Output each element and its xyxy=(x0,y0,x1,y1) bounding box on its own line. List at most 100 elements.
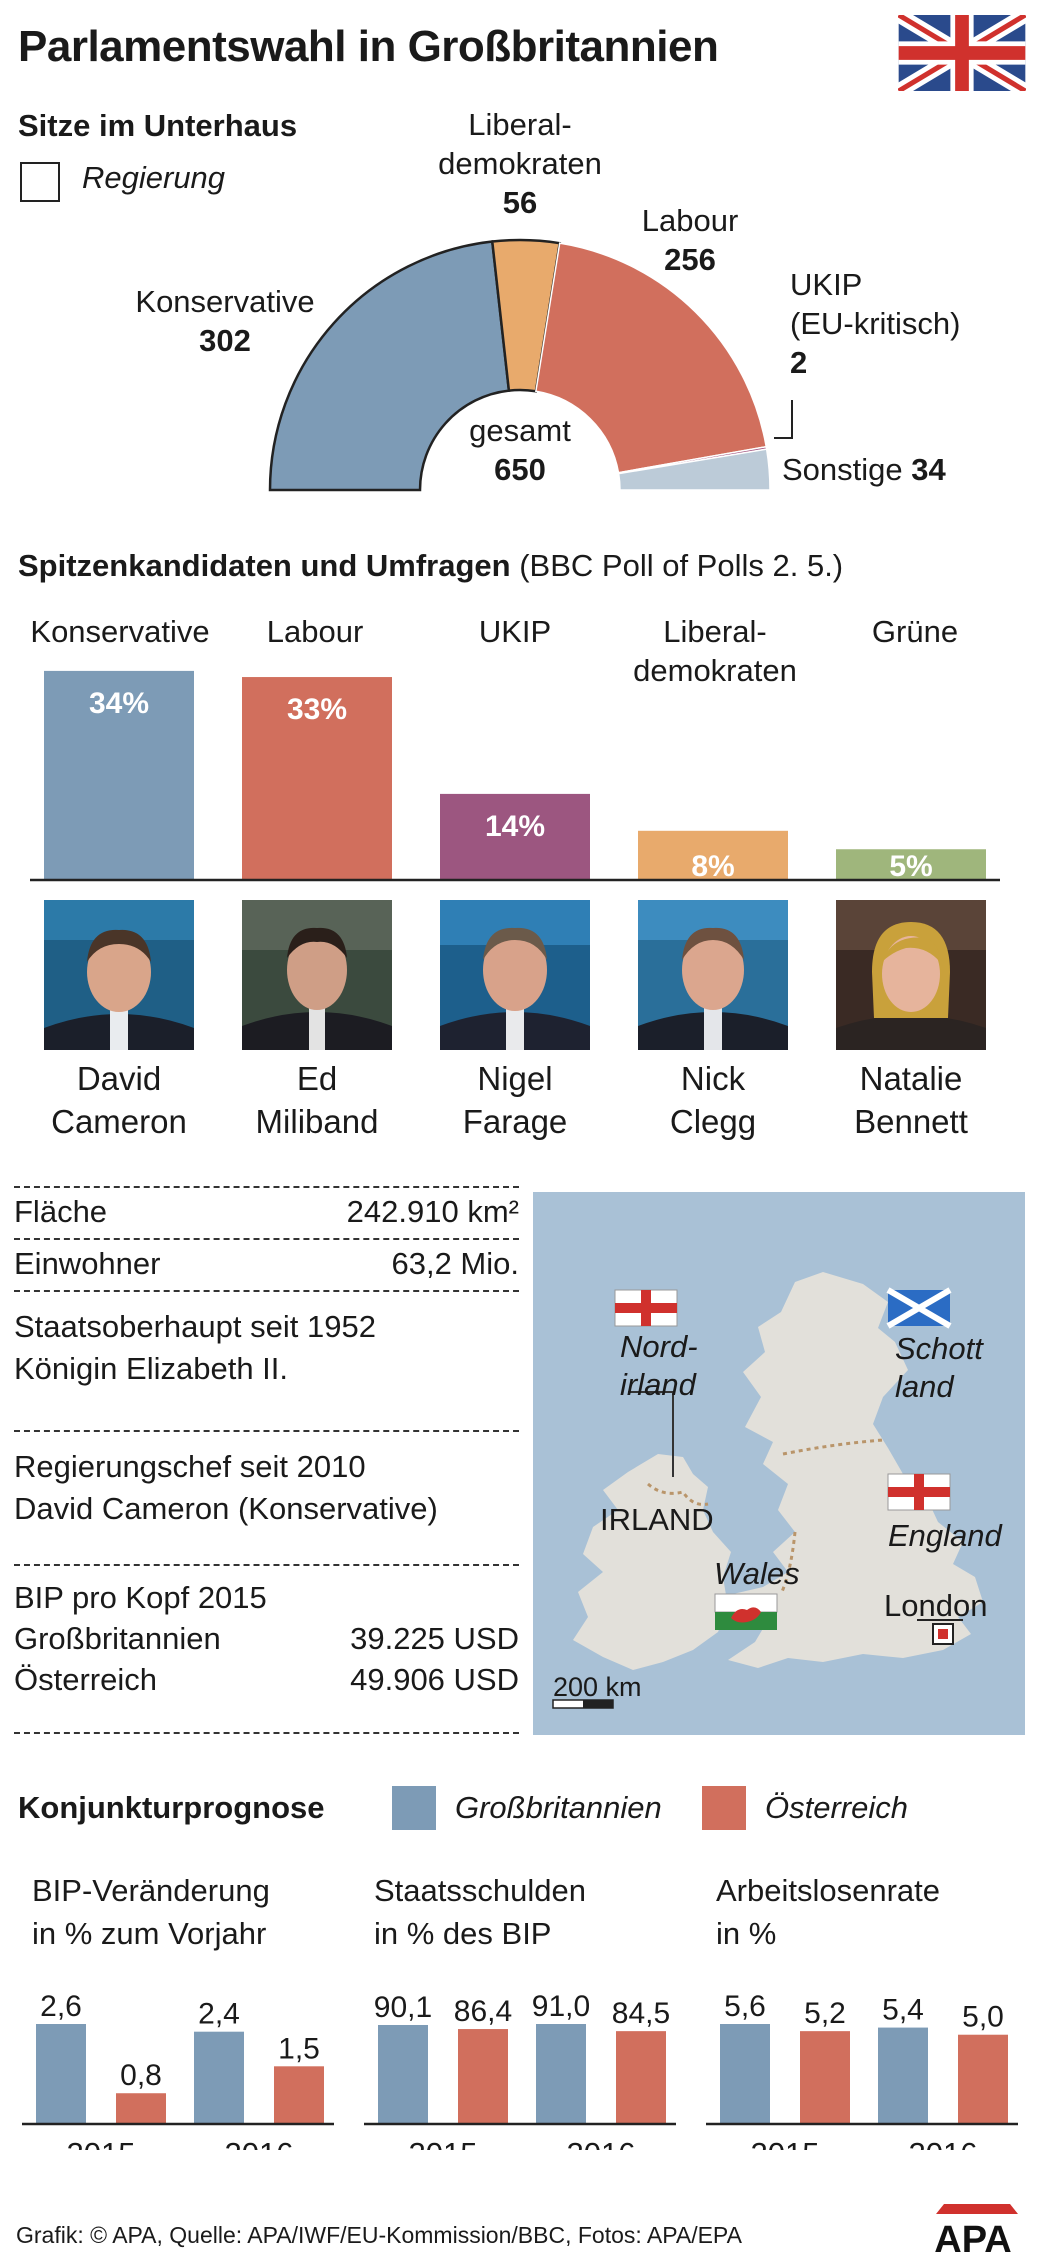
svg-text:APA: APA xyxy=(934,2219,1011,2258)
economy-year-label: 2016 xyxy=(909,2136,978,2150)
map-label-schottland: Schott land xyxy=(895,1331,983,1404)
economy-year-label: 2015 xyxy=(409,2136,478,2150)
unemployment-chart-title: Arbeitslosenrate in % xyxy=(716,1873,941,1951)
ukip-leader-line xyxy=(774,400,793,439)
economy-bar-value: 86,4 xyxy=(454,1995,512,2028)
candidate-name-miliband: Ed Miliband xyxy=(255,1060,379,1140)
economy-year-label: 2016 xyxy=(225,2136,294,2150)
map-label-wales: Wales xyxy=(714,1556,800,1591)
seats-total: gesamt 650 xyxy=(469,413,571,487)
poll-party-konservative: Konservative xyxy=(30,614,210,649)
debt-chart-title: Staatsschulden in % des BIP xyxy=(374,1873,586,1951)
legend-swatch-at xyxy=(702,1786,746,1830)
poll-bar-label: 33% xyxy=(287,693,347,726)
economy-year-label: 2015 xyxy=(67,2136,136,2150)
map-label-london: London xyxy=(884,1588,988,1623)
poll-bar-label: 8% xyxy=(691,850,734,883)
poll-party-ukip: UKIP xyxy=(478,614,552,649)
economy-bar-value: 2,4 xyxy=(198,1998,240,2031)
poll-bar-label: 14% xyxy=(485,810,545,843)
label-konservative: Konservative 302 xyxy=(135,284,315,358)
economy-heading: Konjunkturprognose xyxy=(18,1790,325,1825)
footer-credit: Grafik: © APA, Quelle: APA/IWF/EU-Kommis… xyxy=(16,2222,742,2248)
polls-heading: Spitzenkandidaten und Umfragen (BBC Poll… xyxy=(18,548,844,583)
northern-ireland-flag-icon xyxy=(614,1289,678,1327)
fact-head-of-government: Regierungschef seit 2010 David Cameron (K… xyxy=(14,1449,438,1526)
economy-bar-value: 5,4 xyxy=(882,1994,924,2027)
poll-bar-label: 34% xyxy=(89,687,149,720)
arc-sonstige xyxy=(617,448,771,491)
legend-label-uk: Großbritannien xyxy=(455,1790,662,1825)
photo-natalie-bennett xyxy=(836,900,986,1050)
poll-bar-grüne xyxy=(836,849,986,880)
fact-gdp-per-capita: BIP pro Kopf 2015 Großbritannien 39.225 U… xyxy=(14,1580,519,1697)
economy-year-label: 2015 xyxy=(751,2136,820,2150)
photo-nigel-farage xyxy=(440,900,590,1050)
page-title: Parlamentswahl in Großbritannien xyxy=(18,22,719,71)
economy-bar-value: 91,0 xyxy=(532,1990,590,2023)
economy-chart-2: 5,6 5,2 2015 5,4 5,0 2016 xyxy=(706,1990,1018,2150)
legend-label-at: Österreich xyxy=(765,1790,908,1825)
economy-bar-at xyxy=(116,2093,166,2124)
economy-chart-1: 90,1 86,4 2015 91,0 84,5 2016 xyxy=(364,1990,676,2150)
fact-head-of-state: Staatsoberhaupt seit 1952 Königin Elizabe… xyxy=(14,1309,376,1386)
economy-bar-at xyxy=(958,2034,1008,2124)
economy-bar-value: 5,2 xyxy=(804,1997,846,2030)
gdp-change-chart-title: BIP-Veränderung in % zum Vorjahr xyxy=(32,1873,270,1951)
arc-konservative xyxy=(268,240,511,492)
economy-bar-value: 0,8 xyxy=(120,2059,162,2092)
poll-party-gruene: Grüne xyxy=(871,614,959,649)
wales-flag-icon xyxy=(714,1593,778,1630)
map-label-irland: IRLAND xyxy=(600,1502,714,1537)
map-scale-label: 200 km xyxy=(553,1672,642,1702)
candidate-name-farage: Nigel Farage xyxy=(462,1060,568,1140)
map-ireland xyxy=(573,1454,731,1670)
poll-bar-label: 5% xyxy=(889,850,932,883)
economy-bar-uk xyxy=(194,2031,244,2124)
fact-area: Fläche 242.910 km² xyxy=(14,1194,519,1229)
economy-bar-uk xyxy=(878,2027,928,2124)
fact-population: Einwohner 63,2 Mio. xyxy=(14,1246,519,1281)
arc-labour xyxy=(535,242,768,474)
poll-party-liberaldemokraten: Liberal-demokraten xyxy=(633,614,797,688)
photo-ed-miliband xyxy=(242,900,392,1050)
economy-bar-uk xyxy=(378,2024,428,2124)
seats-heading: Sitze im Unterhaus xyxy=(18,108,298,143)
economy-bar-at xyxy=(616,2031,666,2124)
poll-bar-konservative xyxy=(44,670,194,880)
economy-bar-uk xyxy=(720,2024,770,2124)
candidate-name-bennett: Natalie Bennett xyxy=(854,1060,968,1140)
photo-david-cameron xyxy=(44,900,194,1050)
economy-chart-0: 2,6 0,8 2015 2,4 1,5 2016 xyxy=(22,1990,334,2150)
economy-bar-value: 84,5 xyxy=(612,1997,670,2030)
map-label-nordirland: Nord-irland xyxy=(620,1329,698,1402)
label-liberaldemokraten: Liberal- demokraten 56 xyxy=(438,107,602,220)
economy-year-label: 2016 xyxy=(567,2136,636,2150)
candidate-name-clegg: Nick Clegg xyxy=(669,1060,757,1140)
economy-bar-uk xyxy=(536,2024,586,2124)
candidate-name-cameron: David Cameron xyxy=(51,1060,187,1140)
map-label-england: England xyxy=(888,1518,1002,1553)
economy-bar-at xyxy=(458,2029,508,2124)
economy-bar-value: 5,0 xyxy=(962,2001,1004,2034)
economy-bar-uk xyxy=(36,2024,86,2124)
apa-logo: APA xyxy=(934,2204,1018,2258)
poll-bar-liberaldemokraten xyxy=(638,830,788,880)
england-flag-icon xyxy=(887,1473,951,1511)
photo-nick-clegg xyxy=(638,900,788,1050)
uk-flag-icon xyxy=(898,15,1026,91)
label-sonstige: Sonstige 34 xyxy=(782,452,946,487)
map-great-britain xyxy=(728,1272,983,1668)
seats-semicircle-chart xyxy=(268,238,771,492)
government-legend-swatch xyxy=(20,162,60,202)
uk-map xyxy=(533,1192,1025,1735)
economy-bar-at xyxy=(800,2031,850,2124)
government-legend-label: Regierung xyxy=(82,160,226,195)
label-labour: Labour 256 xyxy=(641,203,739,277)
poll-bar-chart: 34% 33% 14% 8% 5% xyxy=(30,670,1000,883)
economy-bar-at xyxy=(274,2066,324,2124)
economy-bar-value: 5,6 xyxy=(724,1990,766,2023)
economy-bar-value: 2,6 xyxy=(40,1990,82,2023)
poll-bar-labour xyxy=(242,677,392,880)
poll-bar-ukip xyxy=(440,793,590,880)
